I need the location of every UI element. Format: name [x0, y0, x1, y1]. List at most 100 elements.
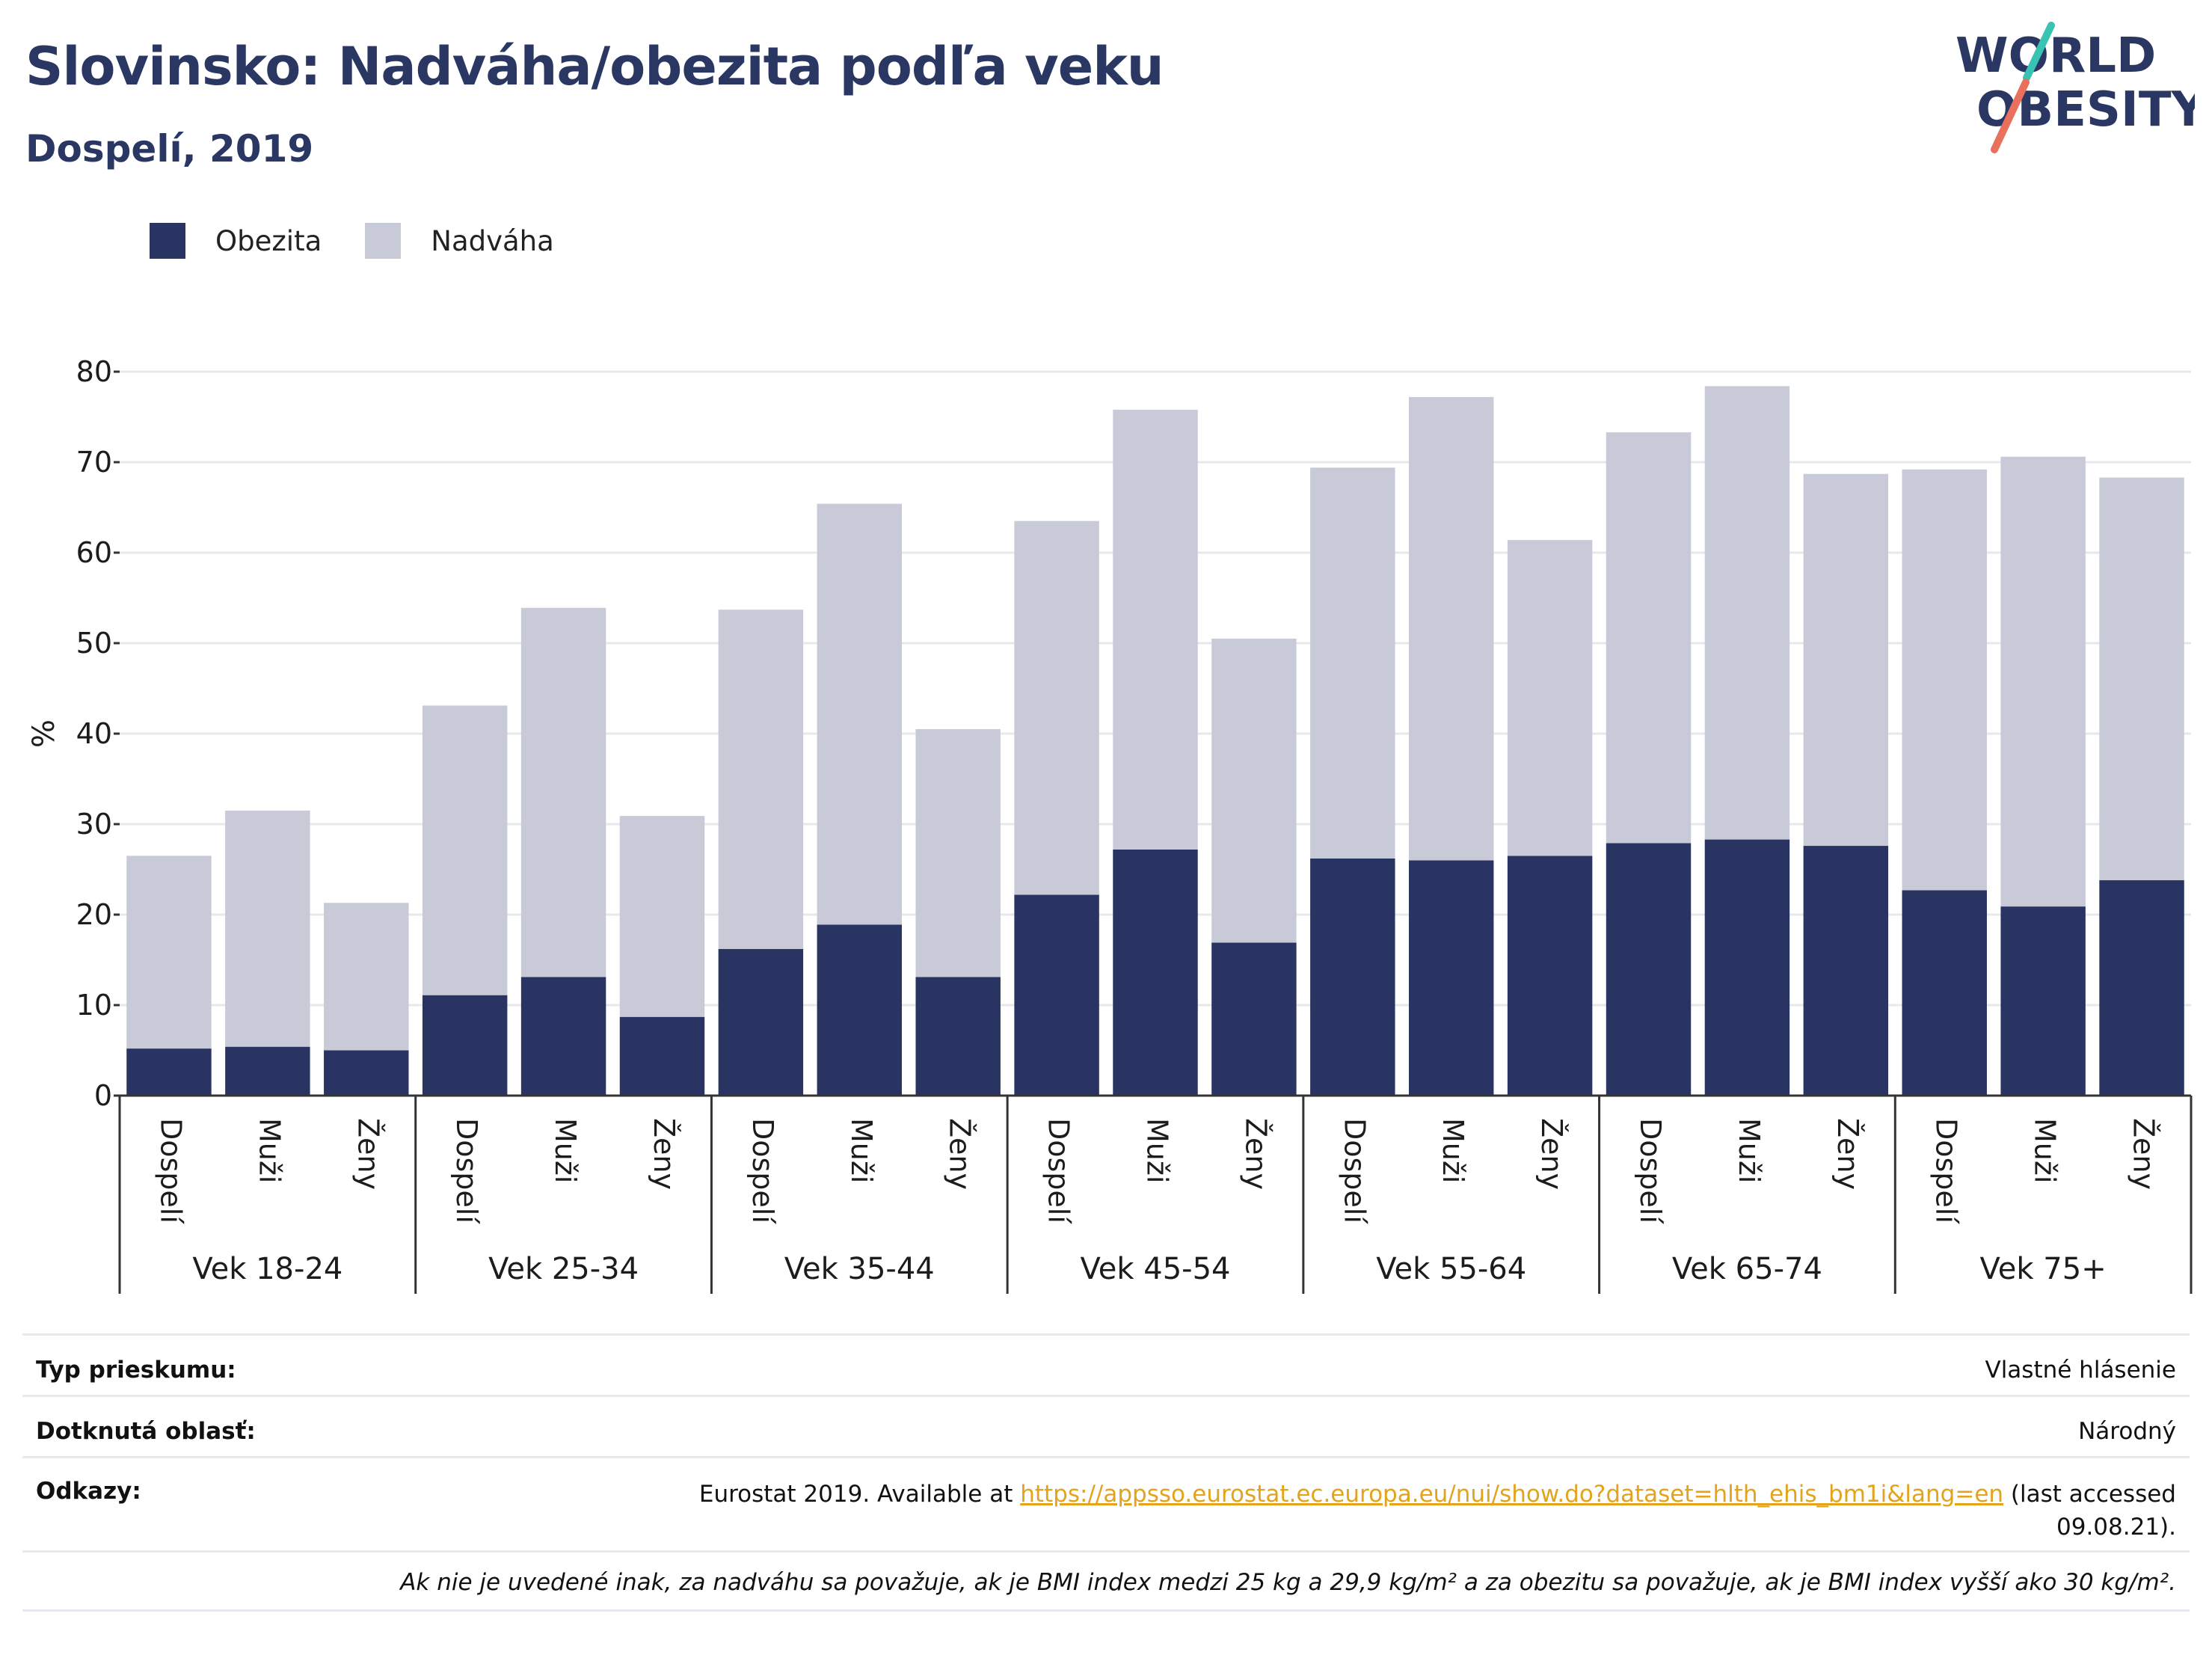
x-subcategory-label: Muži — [845, 1118, 878, 1183]
legend-label-obezita: Obezita — [215, 224, 322, 257]
x-subcategory-label: Dospelí — [154, 1118, 187, 1224]
x-subcategory-label: Dospelí — [746, 1118, 779, 1224]
bar-nadvaha — [1113, 409, 1198, 850]
references-text-after: (last accessed 09.08.21). — [2003, 1481, 2176, 1541]
references-value: Eurostat 2019. Available at https://apps… — [643, 1478, 2176, 1544]
references-label: Odkazy: — [36, 1478, 141, 1505]
bar-nadvaha — [126, 856, 212, 1049]
chart-title: Slovinsko: Nadváha/obezita podľa veku — [25, 36, 1164, 97]
bar-obezita — [915, 977, 1001, 1096]
bar-nadvaha — [915, 728, 1001, 977]
bar-nadvaha — [324, 903, 409, 1051]
bar-obezita — [225, 1046, 310, 1096]
legend: Obezita Nadváha — [150, 223, 597, 259]
bar-obezita — [1211, 942, 1297, 1096]
x-group-label: Vek 25-34 — [488, 1252, 639, 1286]
x-subcategory-label: Dospelí — [1338, 1118, 1371, 1224]
bar-obezita — [1113, 849, 1198, 1096]
x-subcategory-label: Muži — [1437, 1118, 1469, 1183]
x-subcategory-label: Ženy — [944, 1118, 977, 1190]
y-tick-label: 40 — [76, 717, 112, 750]
survey-type-label: Typ prieskumu: — [36, 1357, 236, 1384]
bar-nadvaha — [1507, 540, 1593, 856]
bar-nadvaha — [1014, 521, 1099, 895]
bar-nadvaha — [1408, 396, 1494, 861]
bar-obezita — [520, 977, 606, 1096]
y-tick-label: 50 — [76, 627, 112, 660]
bar-obezita — [422, 995, 508, 1096]
bar-nadvaha — [817, 503, 903, 925]
area-label: Dotknutá oblasť: — [36, 1418, 256, 1445]
x-group-label: Vek 45-54 — [1081, 1252, 1231, 1286]
x-subcategory-label: Dospelí — [1042, 1118, 1075, 1224]
bar-obezita — [619, 1016, 705, 1096]
bmi-definition-note: Ak nie je uvedené inak, za nadváhu sa po… — [400, 1569, 2176, 1596]
bar-nadvaha — [2000, 456, 2086, 907]
bar-obezita — [126, 1048, 212, 1096]
x-group-label: Vek 18-24 — [192, 1252, 342, 1286]
bar-obezita — [2099, 880, 2184, 1096]
legend-item-obezita[interactable]: Obezita — [150, 223, 322, 259]
bar-nadvaha — [1310, 467, 1395, 859]
y-tick-label: 10 — [76, 989, 112, 1022]
logo-text-world: WORLD — [1956, 28, 2156, 84]
footer-row-note: Ak nie je uvedené inak, za nadváhu sa po… — [22, 1550, 2190, 1612]
x-group-label: Vek 75+ — [1980, 1252, 2107, 1286]
bar-obezita — [1408, 860, 1494, 1096]
x-subcategory-label: Muži — [1141, 1118, 1174, 1183]
bar-nadvaha — [718, 610, 804, 949]
legend-item-nadvaha[interactable]: Nadváha — [365, 223, 554, 259]
bar-obezita — [1507, 856, 1593, 1096]
x-subcategory-label: Ženy — [351, 1118, 384, 1190]
x-subcategory-label: Dospelí — [1930, 1118, 1963, 1224]
footer-row-area: Dotknutá oblasť: Národný — [22, 1395, 2190, 1456]
bar-nadvaha — [1606, 432, 1692, 844]
bar-obezita — [1606, 843, 1692, 1096]
y-tick-label: 30 — [76, 808, 112, 841]
x-subcategory-label: Ženy — [648, 1118, 681, 1190]
bar-obezita — [324, 1050, 409, 1096]
x-subcategory-label: Ženy — [1831, 1118, 1864, 1190]
bar-obezita — [1902, 890, 1987, 1096]
bar-obezita — [1803, 846, 1889, 1096]
x-group-label: Vek 35-44 — [784, 1252, 935, 1286]
bar-nadvaha — [1803, 473, 1889, 847]
y-tick-label: 70 — [76, 446, 112, 479]
references-text-before: Eurostat 2019. Available at — [698, 1481, 1021, 1508]
footer-table: Typ prieskumu: Vlastné hlásenie Dotknutá… — [22, 1333, 2190, 1612]
logo-stroke-bottom — [1991, 79, 2030, 153]
y-tick-label: 60 — [76, 536, 112, 569]
x-group-label: Vek 65-74 — [1672, 1252, 1822, 1286]
x-subcategory-label: Ženy — [1535, 1118, 1568, 1190]
y-axis-label: % — [27, 719, 61, 748]
world-obesity-logo: WORLD OBESITY — [1956, 22, 2195, 153]
survey-type-value: Vlastné hlásenie — [1985, 1357, 2176, 1384]
bar-obezita — [2000, 906, 2086, 1096]
x-subcategory-label: Dospelí — [450, 1118, 483, 1224]
bar-nadvaha — [1902, 469, 1987, 891]
x-subcategory-label: Muži — [1733, 1118, 1766, 1183]
bar-obezita — [1014, 894, 1099, 1096]
y-tick-label: 80 — [76, 355, 112, 388]
y-tick-label: 20 — [76, 898, 112, 931]
x-subcategory-label: Muži — [549, 1118, 582, 1183]
stacked-bar-chart: 0 10 20 30 40 50 60 70 80% Dospelí Muži Ženy Dospelí… — [27, 355, 2193, 1294]
chart-subtitle: Dospelí, 2019 — [25, 127, 314, 171]
x-subcategory-label: Dospelí — [1634, 1118, 1667, 1224]
bar-nadvaha — [225, 810, 310, 1047]
x-group-label: Vek 55-64 — [1376, 1252, 1526, 1286]
logo-stroke-top — [2023, 22, 2055, 82]
bar-nadvaha — [2099, 477, 2184, 881]
footer-row-references: Odkazy: Eurostat 2019. Available at http… — [22, 1456, 2190, 1550]
area-value: Národný — [2078, 1418, 2176, 1445]
bar-obezita — [1310, 858, 1395, 1096]
bar-nadvaha — [619, 816, 705, 1017]
x-subcategory-label: Muži — [2029, 1118, 2062, 1183]
bar-nadvaha — [422, 705, 508, 995]
bar-obezita — [718, 948, 804, 1096]
legend-swatch-nadvaha — [365, 223, 402, 259]
y-tick-label: 0 — [94, 1079, 112, 1112]
eurostat-link[interactable]: https://appsso.eurostat.ec.europa.eu/nui… — [1020, 1481, 2004, 1508]
bar-obezita — [817, 924, 903, 1096]
legend-label-nadvaha: Nadváha — [431, 224, 554, 257]
